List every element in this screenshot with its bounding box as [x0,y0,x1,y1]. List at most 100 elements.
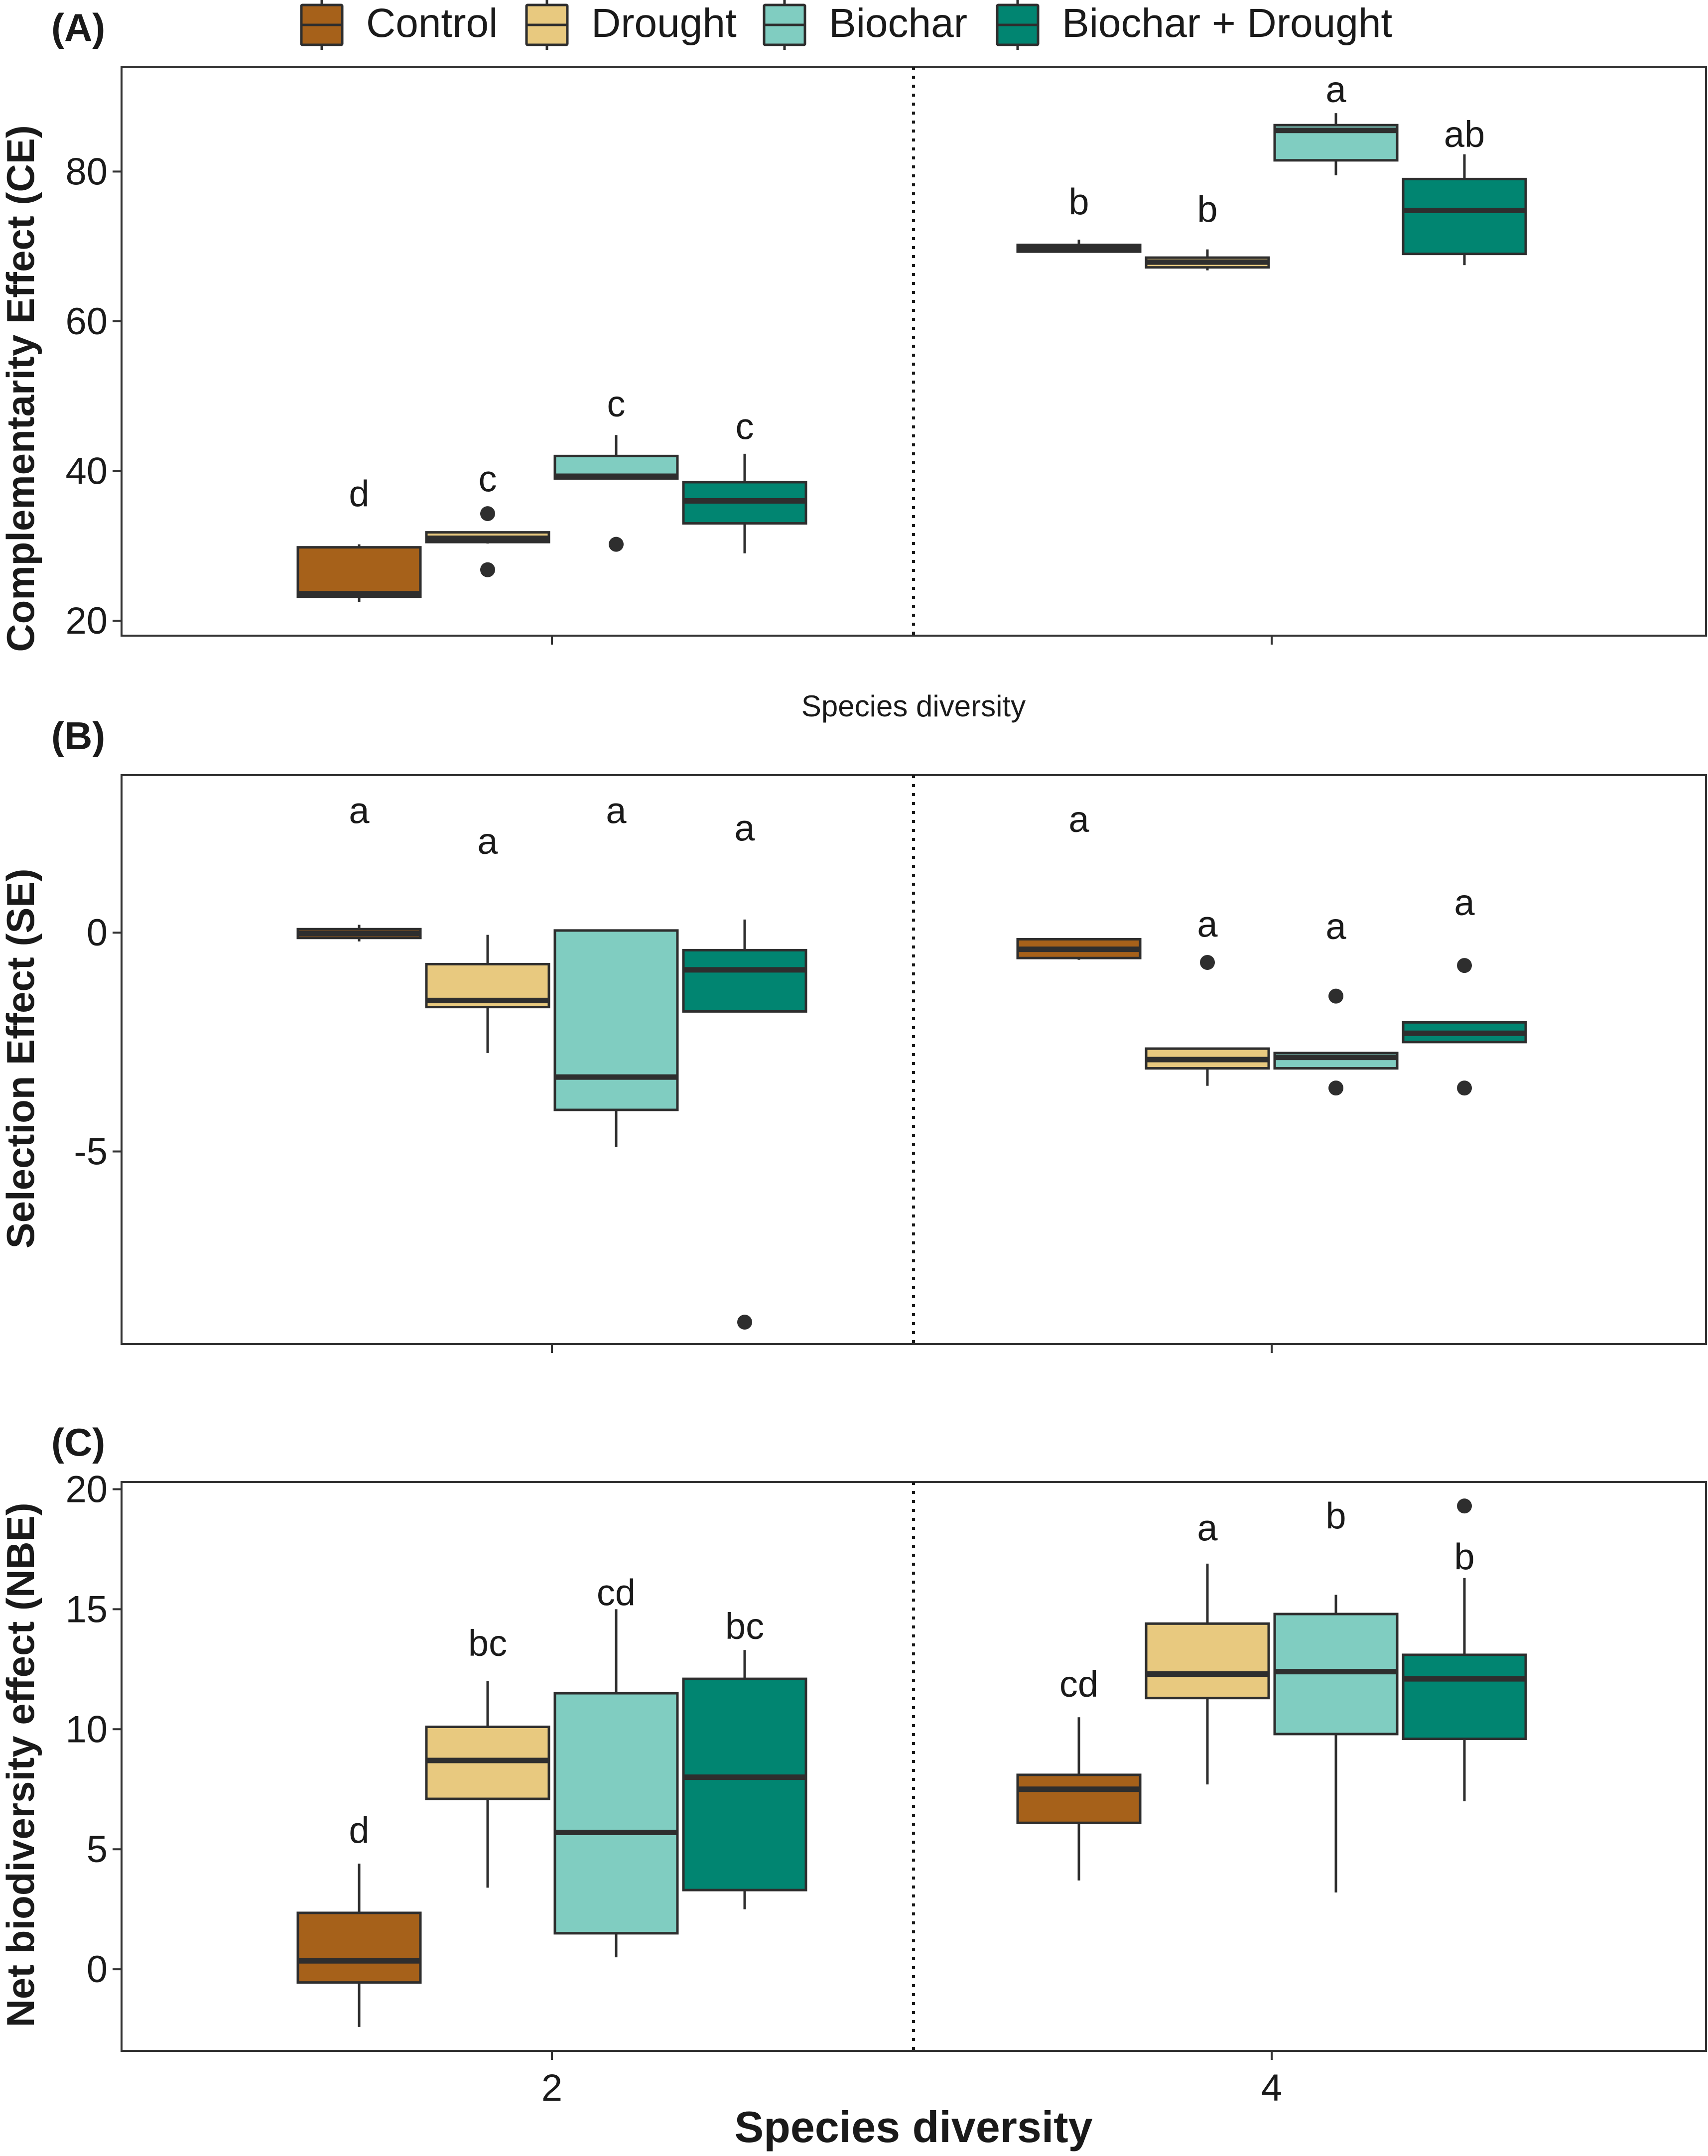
panel-a-box-4-drought: b [1145,189,1270,270]
panel-b-box-4-control-letter: a [1068,799,1089,840]
panel-b-box-4-control: a [1016,799,1142,960]
panel-b-box-2-control-letter: a [349,790,370,831]
panel-c-box-2-control-letter: d [349,1810,369,1851]
panel-b-box-4-drought-letter: a [1197,904,1218,945]
panel-b-box-4-biochar-drought-outlier [1457,958,1472,973]
panel-a-x-axis-title: Species diversity [801,689,1026,723]
panel-c-y-axis-title: Net biodiversity effect (NBE) [0,1502,42,2027]
panel-b-box-4-biochar-outlier [1328,988,1343,1004]
panel-a-label: (A) [51,5,105,49]
panel-a-y-tick-label: 60 [65,300,108,343]
legend-item-control: Control [300,0,498,50]
legend-item-drought: Drought [525,0,737,50]
panel-c-x-axis-title: Species diversity [734,2102,1092,2152]
panel-c-y-tick-label: 0 [87,1948,108,1991]
panel-a-box-2-control: d [296,473,422,602]
panel-c-box-2-drought-letter: bc [468,1622,507,1664]
panel-c-y-ticks: 0 5 10 15 20 [65,1468,122,1991]
panel-c-box-2-biochar-drought-letter: bc [725,1606,764,1647]
panel-b-y-tick-label: 0 [87,912,108,954]
panel-b-box-4-biochar-outlier [1328,1080,1343,1096]
panel-c-y-tick-label: 5 [87,1828,108,1871]
panel-a: (A) Complementarity Effect (CE) 20 40 60 80… [0,5,1707,723]
panel-b-box-2-biochar-drought-iqr [682,948,807,1013]
panel-b-y-ticks: 0 -5 [74,912,122,1173]
legend-label-drought: Drought [591,0,737,46]
panel-a-y-tick-label: 20 [65,600,108,642]
panel-a-box-2-biochar-outlier [609,537,624,552]
panel-a-y-tick-label: 40 [65,450,108,492]
panel-a-box-2-biochar-drought: c [682,405,807,553]
panel-a-y-tick-label: 80 [65,150,108,193]
panel-a-box-4-drought-letter: b [1197,189,1217,230]
panel-c-x-tick-label: 2 [541,2067,562,2109]
panel-a-box-4-control-letter: b [1068,181,1089,222]
panel-c-box-4-biochar-drought-letter: b [1454,1536,1474,1577]
panel-b-box-2-biochar: a [553,790,679,1147]
panel-a-box-2-biochar: c [553,383,679,552]
panel-b-boxes: a a a a a a a a [296,790,1527,1330]
panel-b-box-2-biochar-iqr [553,929,679,1111]
panel-c-box-2-biochar-iqr [553,1692,679,1935]
panel-c-box-4-biochar-letter: b [1325,1495,1346,1536]
panel-a-box-4-biochar-drought: ab [1402,114,1527,266]
panel-c-box-2-biochar-letter: cd [597,1572,636,1614]
panel-c-box-4-biochar-drought-iqr [1402,1653,1527,1741]
panel-b-y-axis-title: Selection Effect (SE) [0,869,42,1249]
panel-b-box-4-drought-outlier [1200,954,1215,970]
panel-c-box-2-biochar-drought-iqr [682,1677,807,1891]
panel-b-box-2-biochar-drought-letter: a [734,807,755,848]
panel-b-box-4-biochar-letter: a [1325,906,1346,947]
panel-c-box-4-control-iqr [1016,1773,1142,1824]
panel-a-box-2-drought: c [425,458,550,577]
panel-c-box-2-drought: bc [425,1622,550,1888]
panel-b-box-2-biochar-letter: a [606,790,627,831]
panel-b-box-4-biochar-drought: a [1402,882,1527,1096]
panel-a-box-2-drought-letter: c [479,458,497,499]
panel-a-box-4-biochar-letter: a [1325,69,1346,110]
panel-b-box-4-biochar: a [1273,906,1399,1096]
panel-c-box-2-biochar: cd [553,1572,679,1958]
panel-b-box-4-drought: a [1145,904,1270,1086]
panel-c-boxes: d bc cd bc cd a b b [296,1495,1527,2027]
panel-c-box-4-drought: a [1145,1507,1270,1785]
panel-a-box-4-biochar-drought-letter: ab [1444,114,1485,155]
panel-b-box-2-drought-letter: a [477,820,498,862]
panel-c-y-tick-label: 15 [65,1588,108,1630]
panel-a-box-4-biochar-drought-iqr [1402,177,1527,256]
panel-c-box-2-control-iqr [296,1911,422,1984]
panel-b-box-2-control: a [296,790,422,942]
panel-c-box-4-biochar: b [1273,1495,1399,1892]
legend-label-biochar-drought: Biochar + Drought [1062,0,1392,46]
panel-a-y-axis-title: Complementarity Effect (CE) [0,125,42,652]
panel-b-box-4-biochar-drought-outlier [1457,1080,1472,1096]
panel-c-box-4-biochar-drought-outlier [1457,1498,1472,1514]
panel-a-box-2-control-iqr [296,546,422,598]
panel-c-box-4-drought-letter: a [1197,1507,1218,1549]
panel-b: (B) Selection Effect (SE) 0 -5 a a a a a a a a [0,714,1707,1353]
panel-b-y-tick-label: -5 [74,1130,108,1173]
legend-item-biochar: Biochar [763,0,967,50]
panel-b-x-ticks [551,1344,1273,1353]
panel-c-y-tick-label: 20 [65,1468,108,1510]
panel-b-box-2-biochar-drought-outlier [737,1315,752,1330]
panel-c-label: (C) [51,1420,105,1464]
panel-c-box-4-biochar-drought: b [1402,1498,1527,1801]
legend-label-control: Control [366,0,498,46]
panel-c: (C) Net biodiversity effect (NBE) 0 5 10 15… [0,1420,1707,2152]
panel-b-box-4-biochar-drought-letter: a [1454,882,1475,923]
panel-a-y-ticks: 20 40 60 80 [65,150,122,642]
panel-a-box-2-drought-outlier [480,506,495,522]
panel-a-x-ticks [551,636,1273,645]
panel-b-label: (B) [51,714,105,758]
panel-b-box-2-drought: a [425,820,550,1053]
panel-b-box-2-biochar-drought: a [682,807,807,1330]
panel-a-box-2-control-letter: d [349,473,369,515]
legend: Control Drought Biochar Biochar + Drough… [300,0,1392,50]
panel-a-box-2-biochar-drought-letter: c [736,405,754,447]
panel-a-box-2-drought-outlier [480,562,495,577]
panel-a-boxes: d c c c b b a ab [296,69,1527,602]
panel-c-y-tick-label: 10 [65,1708,108,1751]
